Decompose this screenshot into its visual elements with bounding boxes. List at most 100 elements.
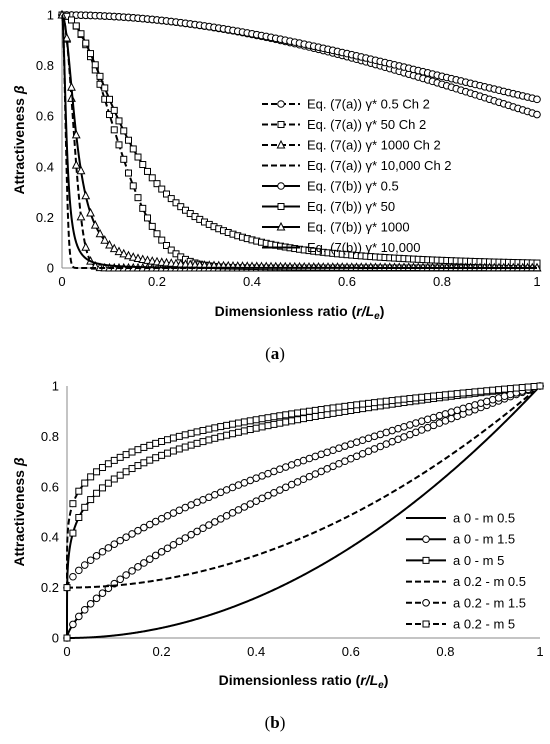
data-point <box>69 620 77 629</box>
data-point <box>110 126 118 134</box>
data-point <box>512 384 520 392</box>
data-point <box>211 518 219 526</box>
data-point <box>92 594 101 603</box>
x-tick-label: 0.4 <box>247 644 265 659</box>
data-point <box>175 445 183 453</box>
data-point <box>115 141 123 149</box>
data-point <box>75 566 83 575</box>
data-point <box>193 428 201 436</box>
data-point <box>157 548 166 556</box>
data-point <box>217 433 225 441</box>
data-point <box>228 509 237 517</box>
data-point <box>353 401 361 409</box>
data-point <box>400 395 408 403</box>
data-point <box>300 415 307 423</box>
data-point <box>187 429 195 437</box>
data-point <box>216 515 225 523</box>
data-point <box>122 451 130 459</box>
legend-marker <box>422 620 430 628</box>
data-point <box>98 484 106 492</box>
data-point <box>152 454 160 462</box>
data-point <box>146 456 154 464</box>
y-tick-label: 0.8 <box>36 58 54 73</box>
data-point <box>240 418 248 426</box>
data-point <box>199 524 207 533</box>
data-point <box>139 204 147 212</box>
data-point <box>288 410 296 418</box>
data-point <box>76 165 86 175</box>
legend-label: Eq. (7(b)) γ* 50 <box>307 199 395 214</box>
data-point <box>300 408 307 416</box>
data-point <box>175 537 184 546</box>
data-point <box>63 584 71 592</box>
data-point <box>110 456 118 464</box>
data-point <box>129 145 137 153</box>
legend-marker <box>276 139 286 149</box>
data-point <box>86 556 95 565</box>
x-tick-label: 0.6 <box>342 644 360 659</box>
data-point <box>80 561 89 569</box>
legend-label: Eq. (7(a)) γ* 50 Ch 2 <box>307 117 426 132</box>
legend-marker <box>276 221 286 231</box>
series-5 <box>58 11 541 104</box>
data-point <box>134 563 142 571</box>
data-point <box>72 22 80 30</box>
data-point <box>87 50 94 58</box>
data-point <box>252 497 261 505</box>
data-point <box>86 207 95 217</box>
data-point <box>412 394 420 402</box>
data-point <box>104 479 112 487</box>
data-point <box>98 547 107 556</box>
data-point <box>167 246 175 254</box>
data-point <box>388 397 396 405</box>
data-point <box>294 416 302 424</box>
data-point <box>533 95 541 104</box>
data-point <box>223 421 231 429</box>
legend: a 0 - m 0.5 a 0 - m 1.5 a 0 - m 5 a 0.2 - m… <box>406 511 526 632</box>
data-point <box>82 39 90 47</box>
panel-label: (a) <box>265 344 285 363</box>
data-point <box>68 16 75 24</box>
data-point <box>465 388 473 396</box>
legend-label: a 0.2 - m 0.5 <box>453 574 526 589</box>
y-tick-label: 0.6 <box>41 479 59 494</box>
legend-label: Eq. (7(b)) γ* 1000 <box>307 220 410 235</box>
data-point <box>335 403 343 411</box>
series-line <box>67 385 541 639</box>
series-line <box>61 14 537 269</box>
data-point <box>164 436 172 444</box>
data-point <box>69 572 77 581</box>
data-point <box>124 250 133 260</box>
data-point <box>317 411 325 419</box>
legend-label: a 0.2 - m 1.5 <box>453 595 526 610</box>
legend-marker <box>422 599 430 607</box>
data-point <box>234 428 242 436</box>
data-point <box>69 529 77 537</box>
data-point <box>128 252 138 261</box>
data-point <box>341 402 349 410</box>
data-point <box>125 136 132 144</box>
data-point <box>199 438 207 446</box>
data-point <box>122 468 130 476</box>
legend-marker <box>277 100 285 108</box>
data-point <box>134 462 142 470</box>
legend-label: a 0 - m 1.5 <box>453 532 515 547</box>
data-point <box>116 575 125 584</box>
data-point <box>134 153 142 161</box>
data-point <box>95 228 105 238</box>
y-tick-label: 0.2 <box>36 210 54 225</box>
legend-label: a 0 - m 0.5 <box>453 511 515 526</box>
data-point <box>153 180 161 188</box>
data-point <box>140 559 148 567</box>
data-point <box>134 194 142 202</box>
data-point <box>234 419 242 427</box>
legend-marker <box>422 556 430 564</box>
y-tick-label: 0.6 <box>36 109 54 124</box>
series-line <box>62 14 538 265</box>
data-point <box>211 434 219 442</box>
y-axis-label: Attractiveness β <box>11 457 27 566</box>
data-point <box>128 530 136 538</box>
series-line <box>61 14 537 269</box>
data-point <box>205 436 213 444</box>
data-point <box>158 185 166 193</box>
